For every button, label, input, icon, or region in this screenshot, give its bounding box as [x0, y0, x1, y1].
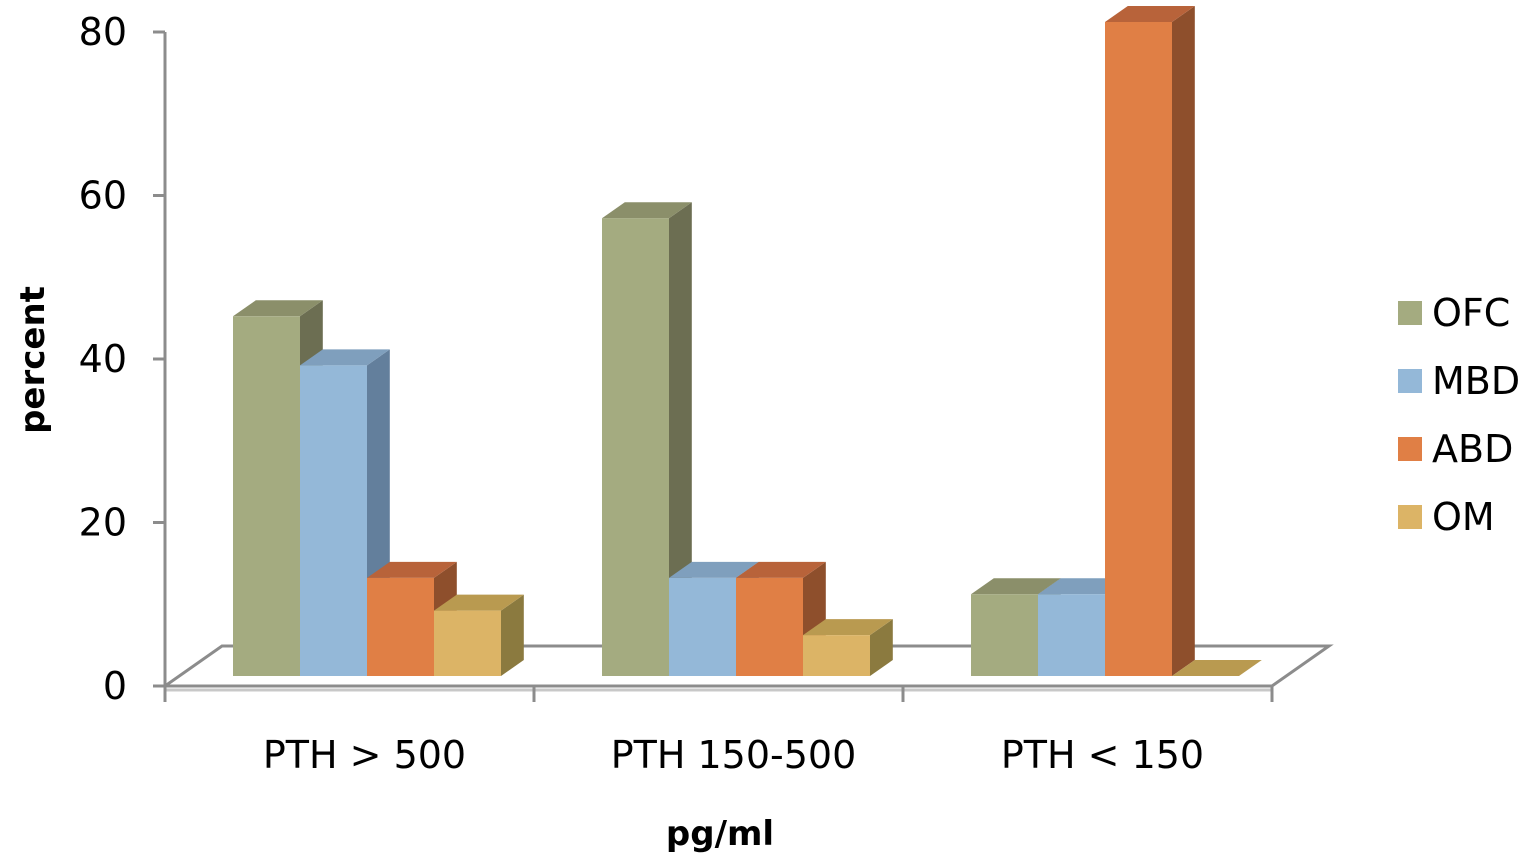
- y-tick-label: 80: [79, 10, 127, 54]
- legend: OFC MBD ABD OM: [1398, 291, 1520, 539]
- legend-swatch: [1398, 437, 1422, 461]
- y-tick-labels: 0 20 40 60 80: [79, 10, 127, 708]
- bars: [233, 6, 1262, 676]
- legend-item-abd: ABD: [1398, 427, 1513, 471]
- legend-swatch: [1398, 369, 1422, 393]
- bar-top: [367, 561, 457, 578]
- y-axis-title: percent: [13, 286, 53, 434]
- legend-swatch: [1398, 301, 1422, 325]
- bar-side: [870, 619, 893, 676]
- bar-side: [669, 202, 692, 676]
- axes: [153, 30, 1274, 702]
- legend-item-om: OM: [1398, 495, 1495, 539]
- legend-label: MBD: [1432, 359, 1520, 403]
- bar-ofc: [602, 202, 692, 676]
- bar-om: [803, 619, 893, 676]
- bar-om: [434, 594, 524, 676]
- bar-front: [736, 577, 803, 676]
- bar-front: [1038, 594, 1105, 676]
- bar-top: [971, 578, 1061, 595]
- legend-label: OM: [1432, 495, 1495, 539]
- y-tick-label: 20: [79, 501, 127, 545]
- bar-om: [1172, 660, 1262, 676]
- bar-side: [1172, 6, 1195, 676]
- bar-front: [971, 594, 1038, 676]
- bar-abd: [736, 561, 826, 676]
- bar-top: [1105, 6, 1195, 22]
- y-tick-label: 0: [103, 664, 127, 708]
- bar-top: [736, 561, 826, 578]
- legend-item-ofc: OFC: [1398, 291, 1510, 335]
- bar-top: [300, 349, 390, 366]
- bar-front: [300, 365, 367, 676]
- bar-top: [602, 202, 692, 219]
- x-tick-label: PTH > 500: [263, 733, 466, 777]
- legend-label: OFC: [1432, 291, 1510, 335]
- bar-front: [1105, 22, 1172, 676]
- bar-top: [669, 561, 759, 578]
- legend-swatch: [1398, 505, 1422, 529]
- bar-top: [803, 619, 893, 636]
- x-tick-labels: PTH > 500 PTH 150-500 PTH < 150: [263, 733, 1204, 777]
- bar-front: [367, 577, 434, 676]
- bar-abd: [1105, 6, 1195, 676]
- y-tick-label: 60: [79, 174, 127, 218]
- bar-top: [434, 594, 524, 611]
- bar-front: [669, 577, 736, 676]
- bar-top: [1172, 660, 1262, 676]
- y-tick-label: 40: [79, 337, 127, 381]
- legend-item-mbd: MBD: [1398, 359, 1520, 403]
- bar-front: [803, 635, 870, 676]
- x-tick-label: PTH 150-500: [611, 733, 857, 777]
- bar-front: [233, 316, 300, 676]
- bar-top: [233, 300, 323, 317]
- bar-front: [602, 218, 669, 676]
- legend-label: ABD: [1432, 427, 1513, 471]
- bar-front: [434, 610, 501, 676]
- x-axis-title: pg/ml: [666, 814, 774, 854]
- x-tick-label: PTH < 150: [1001, 733, 1204, 777]
- bar-side: [501, 594, 524, 676]
